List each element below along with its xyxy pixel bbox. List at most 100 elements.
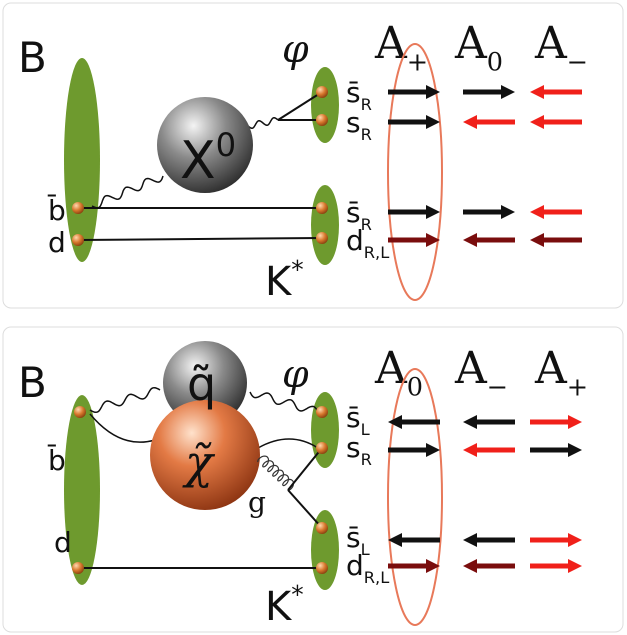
quark-label: d — [48, 226, 66, 259]
quark-label-symbol: d — [346, 549, 364, 582]
amplitude-header-symbol: A — [374, 343, 408, 394]
arrow-head — [568, 415, 582, 429]
quark — [316, 522, 328, 534]
arrow-head — [463, 233, 477, 247]
panel-frame — [2, 2, 624, 309]
quark — [316, 114, 328, 126]
panel-frame — [2, 326, 624, 633]
quark-label: s̄R — [346, 76, 372, 114]
quark-label-symbol: d — [346, 224, 364, 257]
quark-label-sub: R — [361, 125, 372, 144]
gluon — [257, 455, 295, 491]
quark-label: b̄ — [47, 443, 66, 477]
mediator-label-symbol: χ̃ — [182, 435, 216, 489]
quark-label: s̄L — [346, 401, 370, 439]
kstar-label: K* — [265, 580, 304, 630]
amplitude-header-symbol: A — [454, 18, 488, 69]
quark-label-sub: L — [361, 420, 370, 439]
arrow-head — [501, 85, 515, 99]
amplitude-header: A0 — [454, 18, 503, 77]
quark-label: sR — [346, 106, 372, 144]
arrow-head — [568, 533, 582, 547]
amplitude-header-symbol: A — [454, 343, 488, 394]
quark-label: s̄R — [346, 196, 372, 234]
quark-label-sub: R,L — [364, 243, 390, 262]
amplitude-header: A+ — [534, 343, 588, 402]
phi-label: φ — [282, 352, 309, 396]
quark — [316, 562, 328, 574]
wavy-line — [91, 175, 164, 209]
quark-label-sub: L — [361, 540, 370, 559]
arrow-head — [388, 415, 402, 429]
quark — [316, 86, 328, 98]
hadron — [311, 67, 339, 143]
mediator-label: X0 — [180, 126, 236, 191]
quark-label-symbol: s — [346, 431, 361, 464]
arrow-head — [426, 233, 440, 247]
arrow-head — [463, 443, 477, 457]
amplitude-header: A− — [534, 18, 588, 77]
mediator — [157, 97, 253, 193]
arrow-head — [501, 205, 515, 219]
quark-label: dR,L — [346, 549, 389, 587]
kstar-label-symbol: K — [265, 259, 293, 305]
highlight — [387, 43, 443, 301]
arrow-head — [426, 559, 440, 573]
quark-line — [77, 237, 323, 241]
quark — [316, 442, 328, 454]
amplitude-header-symbol: A — [374, 18, 408, 69]
quark-label: b̄ — [47, 193, 66, 227]
arrow-head — [426, 85, 440, 99]
phi-label: φ — [282, 27, 309, 71]
quark-label: d — [54, 526, 72, 559]
amplitude-header-symbol: A — [534, 343, 568, 394]
meson-label: B — [18, 33, 47, 82]
arrow-head — [463, 559, 477, 573]
amplitude-header: A− — [454, 343, 508, 402]
quark-label: sR — [346, 431, 372, 469]
quark-line — [257, 438, 319, 449]
quark — [316, 406, 328, 418]
wavy-line — [249, 391, 319, 413]
meson-label: B — [18, 358, 47, 407]
mediator — [150, 400, 260, 510]
arrow-head — [530, 205, 544, 219]
kstar-label: K* — [265, 255, 304, 305]
amplitude-header-sub: + — [567, 372, 588, 402]
amplitude-header-sub: − — [487, 372, 508, 402]
arrow-head — [463, 533, 477, 547]
quark-label-symbol: s̄ — [346, 521, 361, 554]
quark-label-symbol: s̄ — [346, 401, 361, 434]
kstar-label-symbol: K — [265, 584, 293, 630]
arrow-head — [530, 233, 544, 247]
quark-label-sub: R — [361, 215, 372, 234]
hadron — [311, 510, 339, 590]
amplitude-header-symbol: A — [534, 18, 568, 69]
arrow-head — [388, 533, 402, 547]
amplitude-header: A0 — [374, 343, 423, 402]
quark-label-symbol: s̄ — [346, 196, 361, 229]
arrow-head — [463, 415, 477, 429]
hadron — [311, 185, 339, 265]
quark-label-symbol: s — [346, 106, 361, 139]
quark-label: dR,L — [346, 224, 389, 262]
kstar-label-sup: * — [291, 255, 303, 284]
quark — [72, 562, 84, 574]
arrow-head — [426, 115, 440, 129]
quark — [72, 202, 84, 214]
mediator-label: q̃ — [187, 357, 216, 411]
arrow-head — [426, 443, 440, 457]
quark — [72, 234, 84, 246]
arrow-head — [530, 85, 544, 99]
quark-line — [287, 489, 323, 529]
amplitude-header-sub: 0 — [407, 372, 423, 402]
amplitude-header: A+ — [374, 18, 428, 77]
quark — [316, 202, 328, 214]
quark-label-sub: R — [361, 95, 372, 114]
wavy-line — [247, 117, 279, 129]
amplitude-header-sub: 0 — [487, 47, 503, 77]
highlight — [387, 368, 443, 626]
hadron — [64, 395, 100, 585]
arrow-head — [530, 115, 544, 129]
amplitude-header-sub: + — [407, 47, 428, 77]
